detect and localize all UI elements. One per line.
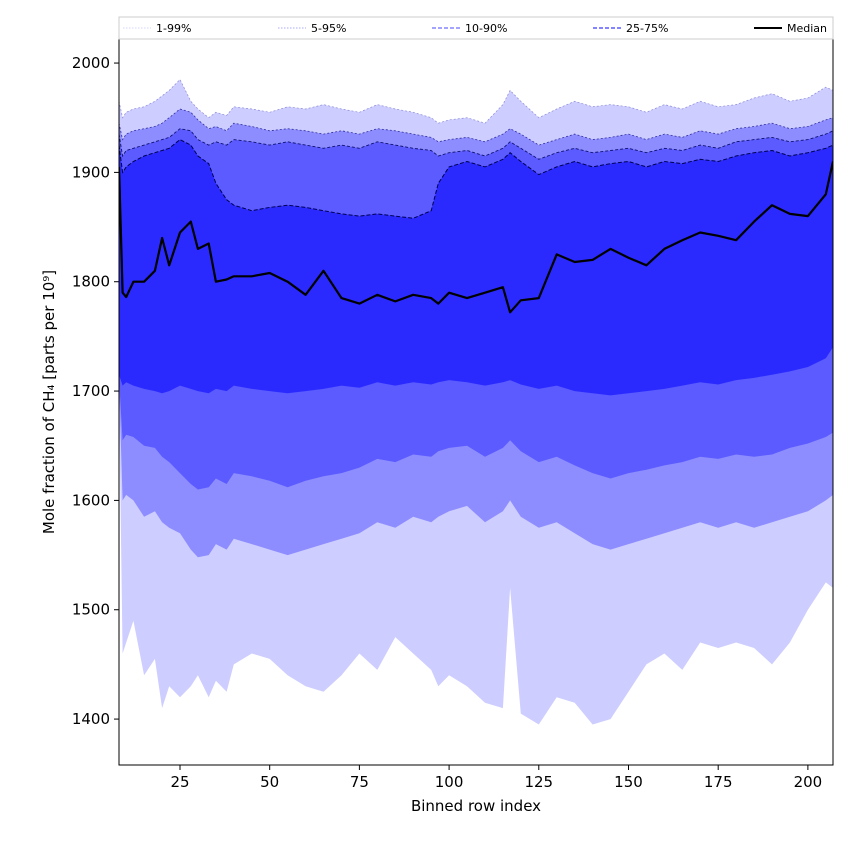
x-tick-label: 150 bbox=[614, 773, 643, 791]
band-25-75 bbox=[119, 139, 833, 396]
y-axis: 1400 1500 1600 1700 1800 1900 2000 bbox=[72, 54, 119, 728]
legend-label: 1-99% bbox=[156, 22, 191, 35]
legend-label: 5-95% bbox=[311, 22, 346, 35]
y-tick-label: 1800 bbox=[72, 273, 110, 291]
y-axis-label: Mole fraction of CH₄ [parts per 10⁹] bbox=[40, 270, 58, 534]
x-axis: 25 50 75 100 125 150 175 200 bbox=[170, 765, 822, 791]
x-tick-label: 100 bbox=[435, 773, 464, 791]
band-layer bbox=[119, 78, 833, 725]
y-tick-label: 1400 bbox=[72, 710, 110, 728]
band-25-75-upper-edge bbox=[119, 139, 833, 219]
band-1-99-upper-edge bbox=[119, 78, 833, 124]
legend-label: 25-75% bbox=[626, 22, 668, 35]
x-tick-label: 50 bbox=[260, 773, 279, 791]
x-axis-label: Binned row index bbox=[411, 797, 541, 815]
y-tick-label: 1500 bbox=[72, 601, 110, 619]
band-5-95-upper-edge bbox=[119, 108, 833, 146]
line-layer bbox=[119, 161, 833, 314]
legend: 1-99% 5-95% 10-90% 25-75% Median bbox=[118, 16, 834, 40]
x-tick-label: 75 bbox=[350, 773, 369, 791]
x-tick-label: 175 bbox=[704, 773, 733, 791]
x-tick-label: 200 bbox=[794, 773, 823, 791]
y-tick-label: 2000 bbox=[72, 54, 110, 72]
legend-box bbox=[118, 16, 834, 40]
y-tick-label: 1900 bbox=[72, 163, 110, 181]
x-tick-label: 25 bbox=[170, 773, 189, 791]
x-tick-label: 125 bbox=[524, 773, 553, 791]
band-10-90-upper-edge bbox=[119, 128, 833, 160]
y-tick-label: 1700 bbox=[72, 382, 110, 400]
series-line-median bbox=[119, 161, 833, 314]
legend-label: Median bbox=[787, 22, 827, 35]
y-tick-label: 1600 bbox=[72, 491, 110, 509]
legend-label: 10-90% bbox=[465, 22, 507, 35]
